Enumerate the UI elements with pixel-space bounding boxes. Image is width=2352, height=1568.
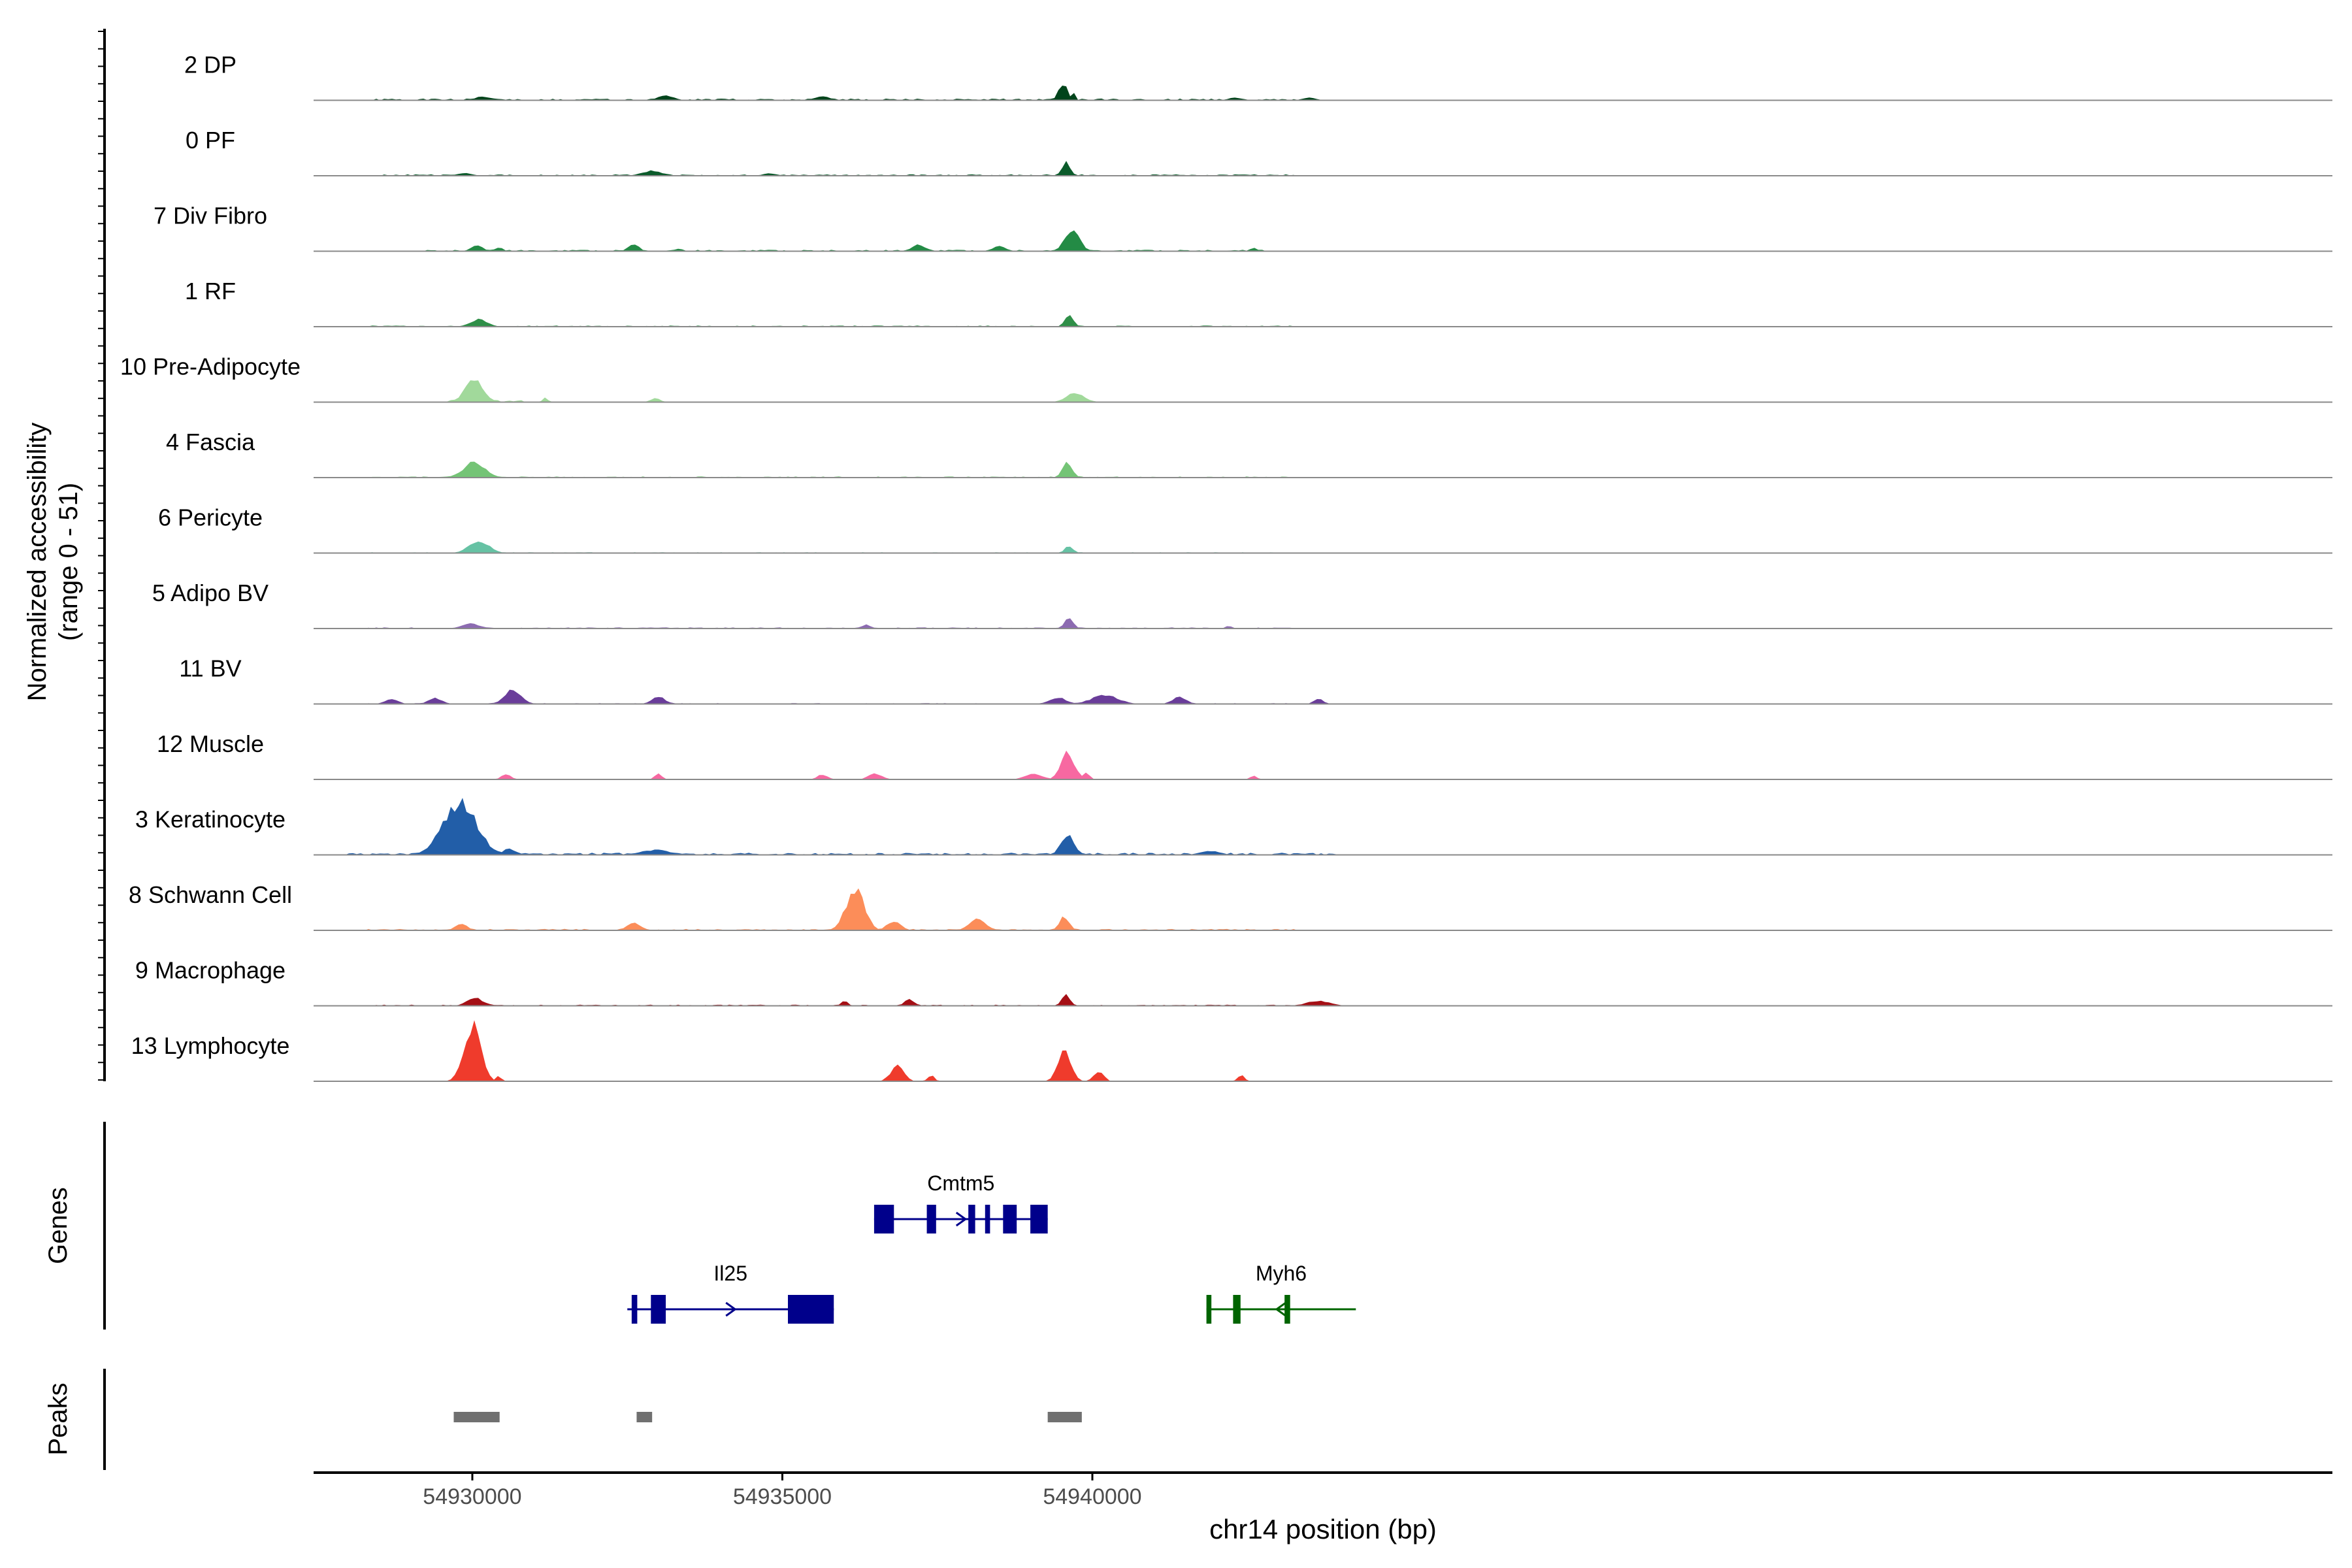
- track-label: 7 Div Fibro: [154, 203, 267, 229]
- x-axis: 54930000 54935000 54940000 chr14 position …: [314, 1471, 2332, 1544]
- coverage-area: [314, 315, 2332, 327]
- track-label: 8 Schwann Cell: [129, 881, 292, 908]
- strand-arrow: [1275, 1301, 1286, 1317]
- exon: [1030, 1205, 1048, 1233]
- peaks-panel: Peaks: [44, 1369, 1082, 1470]
- coverage-area: [314, 618, 2332, 629]
- gene-myh6: Myh6: [1206, 1262, 1356, 1324]
- exon: [1233, 1295, 1241, 1324]
- track-9-macrophage: 9 Macrophage: [135, 957, 2332, 1007]
- track-5-adipo-bv: 5 Adipo BV: [152, 580, 2332, 629]
- coverage-area: [314, 230, 2332, 252]
- coverage-panel: Normalized accessibility (range 0 - 51) …: [23, 29, 2332, 1082]
- track-4-fascia: 4 Fascia: [166, 429, 2332, 478]
- track-label: 1 RF: [185, 278, 236, 304]
- track-0-pf: 0 PF: [186, 127, 2332, 176]
- exon: [874, 1205, 894, 1233]
- track-13-lymphocyte: 13 Lymphocyte: [131, 1020, 2332, 1082]
- peak-regions: [453, 1412, 1082, 1422]
- coverage-area: [314, 994, 2332, 1006]
- track-12-muscle: 12 Muscle: [157, 730, 2332, 780]
- track-label: 6 Pericyte: [158, 504, 263, 531]
- x-tick-label: 54930000: [423, 1484, 521, 1509]
- gene-cmtm5: Cmtm5: [874, 1171, 1048, 1233]
- track-label: 12 Muscle: [157, 730, 264, 757]
- track-6-pericyte: 6 Pericyte: [158, 504, 2332, 554]
- coverage-area: [314, 798, 2332, 855]
- track-8-schwann-cell: 8 Schwann Cell: [129, 881, 2332, 931]
- track-10-pre-adipocyte: 10 Pre-Adipocyte: [120, 353, 2332, 403]
- coverage-y-label: Normalized accessibility: [23, 423, 52, 702]
- gene-models: Cmtm5 Il25 Myh6: [627, 1171, 1356, 1324]
- coverage-y-label-range: (range 0 - 51): [54, 483, 83, 641]
- exon: [985, 1205, 990, 1233]
- gene-il25: Il25: [627, 1262, 834, 1324]
- coverage-area: [314, 461, 2332, 478]
- genes-track-label: Genes: [44, 1187, 73, 1264]
- genes-panel: Genes Cmtm5 Il25 Myh6: [44, 1122, 1356, 1330]
- exon: [1003, 1205, 1017, 1233]
- peak-region: [1047, 1412, 1082, 1422]
- gene-label: Il25: [713, 1262, 747, 1285]
- gene-label: Cmtm5: [927, 1171, 994, 1195]
- track-11-bv: 11 BV: [179, 655, 2332, 705]
- coverage-area: [314, 888, 2332, 930]
- exon: [968, 1205, 975, 1233]
- exon: [631, 1295, 638, 1324]
- strand-arrow: [955, 1211, 968, 1227]
- track-2-dp: 2 DP: [184, 52, 2332, 101]
- track-7-div-fibro: 7 Div Fibro: [154, 203, 2332, 252]
- coverage-area: [314, 1020, 2332, 1081]
- coverage-area: [314, 161, 2332, 176]
- peak-region: [453, 1412, 500, 1422]
- track-label: 11 BV: [179, 655, 241, 682]
- coverage-y-axis: [98, 29, 106, 1081]
- coverage-area: [314, 750, 2332, 779]
- x-tick-label: 54935000: [733, 1484, 832, 1509]
- track-1-rf: 1 RF: [185, 278, 2332, 327]
- x-axis-label: chr14 position (bp): [1209, 1514, 1437, 1544]
- track-3-keratinocyte: 3 Keratinocyte: [135, 798, 2332, 856]
- x-ticks: 54930000 54935000 54940000: [423, 1473, 1142, 1509]
- track-label: 0 PF: [186, 127, 235, 154]
- track-label: 2 DP: [184, 52, 237, 78]
- strand-arrow: [725, 1301, 737, 1317]
- coverage-area: [314, 541, 2332, 553]
- track-label: 4 Fascia: [166, 429, 255, 455]
- exon: [787, 1295, 834, 1324]
- coverage-area: [314, 86, 2332, 101]
- track-label: 9 Macrophage: [135, 957, 286, 984]
- peaks-track-label: Peaks: [44, 1382, 73, 1455]
- gene-label: Myh6: [1256, 1262, 1307, 1285]
- coverage-tracks: 2 DP 0 PF 7 Div Fibro 1 RF 10 Pre-Adipocyte 4…: [120, 52, 2332, 1082]
- x-tick-label: 54940000: [1043, 1484, 1141, 1509]
- exon: [926, 1205, 936, 1233]
- coverage-area: [314, 380, 2332, 402]
- track-label: 3 Keratinocyte: [135, 806, 286, 833]
- track-label: 10 Pre-Adipocyte: [120, 353, 301, 380]
- exon: [651, 1295, 666, 1324]
- coverage-area: [314, 689, 2332, 704]
- track-label: 5 Adipo BV: [152, 580, 269, 606]
- exon: [1206, 1295, 1212, 1324]
- exon: [1284, 1295, 1290, 1324]
- track-label: 13 Lymphocyte: [131, 1032, 290, 1059]
- peak-region: [636, 1412, 653, 1422]
